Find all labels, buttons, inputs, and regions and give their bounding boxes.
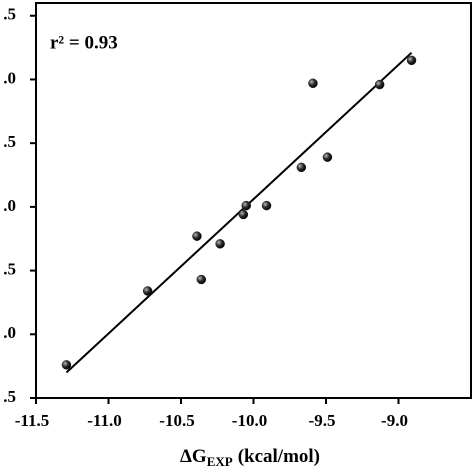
y-tick-label: .0: [3, 68, 16, 87]
x-tick-label: -10.5: [159, 411, 194, 430]
y-tick-label: .5: [3, 132, 16, 151]
point: [406, 55, 417, 66]
point: [196, 274, 207, 285]
x-tick-label: -11.5: [15, 411, 49, 430]
point: [308, 78, 318, 89]
point: [215, 239, 225, 249]
y-tick-label: .5: [3, 387, 16, 406]
point: [61, 360, 72, 370]
x-tick-label: -9.5: [309, 411, 336, 430]
y-tick-label: .0: [3, 323, 16, 342]
point: [142, 286, 153, 296]
y-tick-label: .5: [3, 259, 16, 278]
x-label-unit: (kcal/mol): [238, 446, 320, 467]
x-label-sub: EXP: [207, 454, 233, 469]
point: [238, 209, 249, 220]
y-tick-label: .0: [3, 196, 16, 215]
fit-line: [65, 51, 413, 374]
point: [261, 200, 272, 211]
point: [374, 79, 385, 90]
x-label-main: ΔG: [180, 446, 207, 467]
annotation: r² = 0.93: [50, 32, 118, 53]
point: [241, 200, 251, 211]
x-tick-label: -10.0: [232, 411, 267, 430]
point: [322, 152, 333, 162]
x-axis-label: ΔGEXP (kcal/mol): [180, 446, 320, 469]
point: [296, 162, 307, 173]
point: [192, 231, 202, 241]
x-tick-label: -9.0: [381, 411, 408, 430]
y-tick-label: .5: [3, 5, 16, 24]
x-tick-label: -11.0: [87, 411, 121, 430]
